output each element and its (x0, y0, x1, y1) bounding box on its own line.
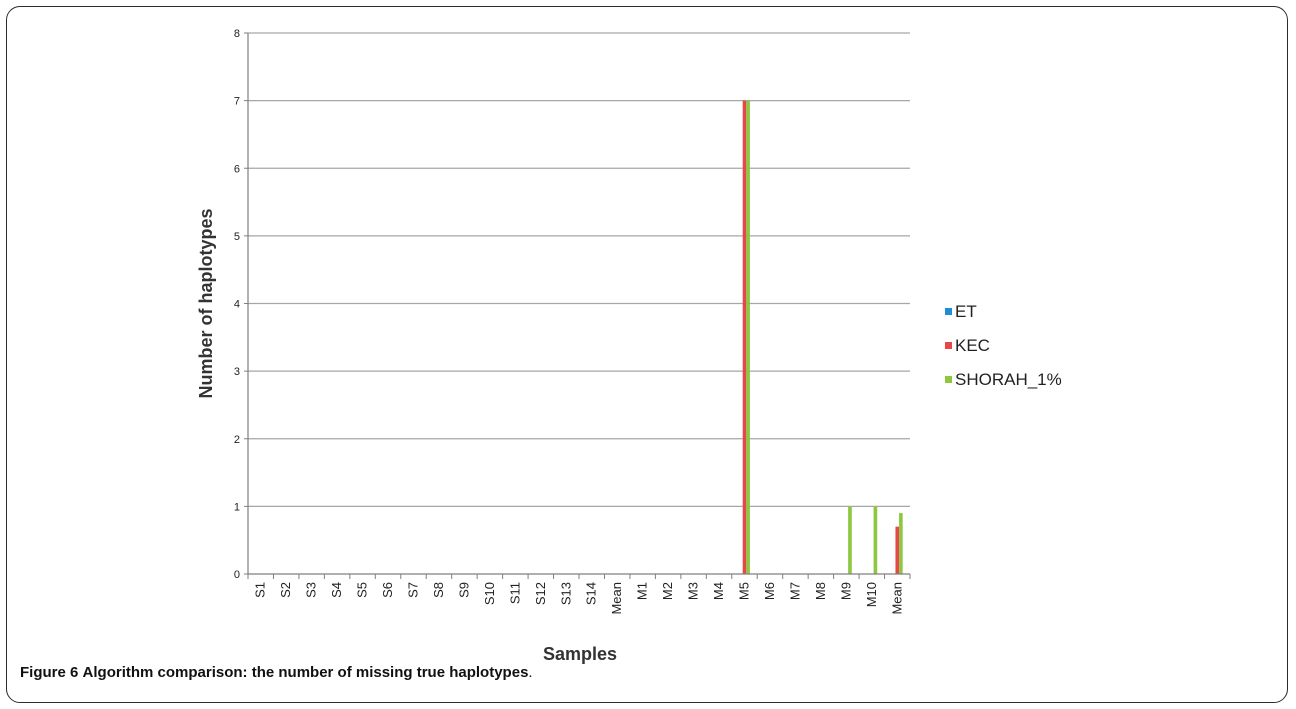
x-tick-label: M5 (737, 582, 752, 600)
legend-swatch (945, 308, 952, 315)
x-tick-label: S9 (456, 582, 471, 598)
figure-label: Figure 6 (20, 664, 79, 681)
x-tick-labels: S1 S2 S3 S4 S5 S6 S7 S8 S9 S10 S11 S12 S13 S14 Mean M1 M… (253, 582, 905, 615)
x-tick-label: Mean (609, 582, 624, 615)
figure-caption: Figure 6 Algorithm comparison: the numbe… (20, 664, 533, 681)
y-tick-label: 2 (234, 434, 240, 446)
legend-label: ET (955, 302, 977, 321)
y-tick-label: 6 (234, 163, 240, 175)
x-tick-label: S5 (355, 582, 370, 598)
x-tick-label: S3 (304, 582, 319, 598)
bar-shorah-1--23 (848, 506, 852, 574)
y-tick-labels: 0 1 2 3 4 5 6 7 8 (234, 28, 240, 581)
x-tick-label: S12 (533, 582, 548, 605)
x-tick-label: M6 (762, 582, 777, 600)
x-axis-label: Samples (543, 644, 617, 664)
legend-label: KEC (955, 336, 990, 355)
legend-label: SHORAH_1% (955, 370, 1062, 389)
caption-end: . (528, 664, 533, 681)
x-tick-label: M9 (838, 582, 853, 600)
axes (244, 32, 911, 579)
y-tick-label: 4 (234, 299, 240, 311)
x-tick-label: S14 (584, 582, 599, 605)
x-tick-label: S13 (558, 582, 573, 605)
x-tick-label: S1 (253, 582, 268, 598)
x-tick-label: S10 (482, 582, 497, 605)
bar-shorah-1--24 (873, 506, 878, 574)
grid-lines (248, 32, 910, 507)
x-tick-label: S4 (329, 582, 344, 598)
legend-swatch (945, 342, 952, 349)
y-tick-label: 5 (234, 231, 240, 243)
bar-shorah-1--25 (899, 513, 903, 574)
x-tick-label: M4 (711, 582, 726, 600)
bar-kec-19 (742, 100, 747, 574)
x-tick-label: M1 (635, 582, 650, 600)
x-tick-label: M3 (686, 582, 701, 600)
x-tick-label: Mean (889, 582, 904, 615)
y-tick-label: 0 (234, 569, 240, 581)
x-tick-label: S11 (507, 582, 522, 604)
figure-frame (6, 6, 1288, 703)
legend-swatch (945, 376, 952, 383)
y-axis-label: Number of haplotypes (196, 208, 216, 398)
x-tick-label: M2 (660, 582, 675, 600)
x-tick-label: S7 (406, 582, 421, 598)
x-tick-label: M10 (864, 582, 879, 607)
x-tick-label: S2 (278, 582, 293, 598)
caption-text: Algorithm comparison: the number of miss… (82, 664, 529, 681)
x-tick-label: S8 (431, 582, 446, 598)
y-tick-label: 1 (234, 501, 240, 513)
y-tick-label: 3 (234, 366, 240, 378)
x-tick-label: M7 (787, 582, 802, 600)
x-tick-label: S6 (380, 582, 395, 598)
y-tick-label: 7 (234, 96, 240, 108)
bars (742, 100, 903, 574)
legend: ET KEC SHORAH_1% (945, 302, 1062, 389)
x-tick-label: M8 (813, 582, 828, 600)
y-tick-label: 8 (234, 28, 240, 40)
bar-kec-25 (895, 526, 900, 574)
bar-shorah-1--19 (746, 100, 750, 574)
